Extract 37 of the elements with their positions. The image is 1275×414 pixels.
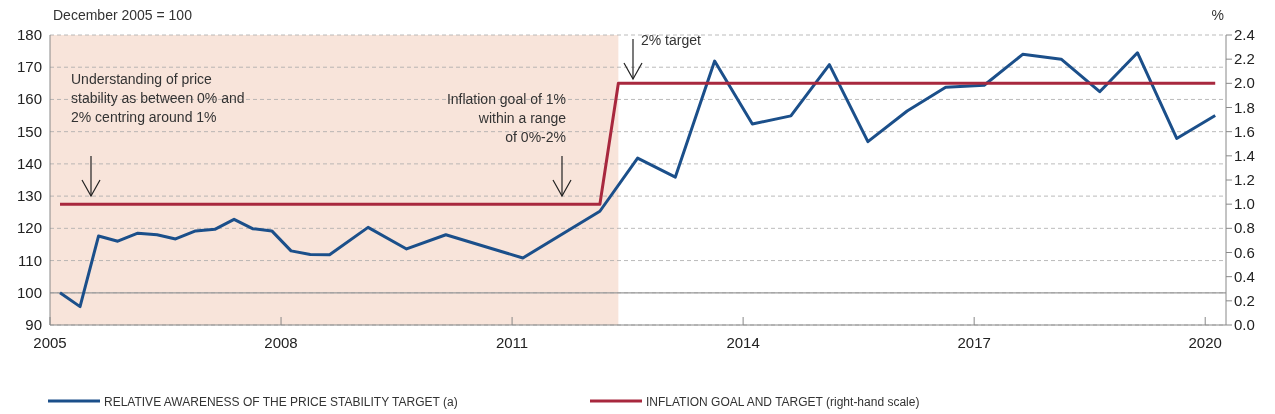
y2-tick-label: 0.0 xyxy=(1234,316,1255,333)
y-tick-label: 160 xyxy=(16,90,42,108)
y2-tick-label: 0.4 xyxy=(1234,267,1255,285)
annotation: 2% target xyxy=(641,32,702,48)
y2-axis-title: % xyxy=(1211,7,1224,23)
y2-tick-label: 0.6 xyxy=(1234,243,1255,261)
x-tick-label: 2005 xyxy=(33,334,67,351)
y2-tick-label: 1.4 xyxy=(1234,146,1255,164)
x-tick-label: 2020 xyxy=(1188,334,1222,351)
annotation: Inflation goal of 1% within a range of 0%-2% xyxy=(446,91,567,145)
y2-tick-label: 0.8 xyxy=(1234,219,1255,237)
y2-tick-label: 2.0 xyxy=(1234,74,1255,92)
y-tick-label: 110 xyxy=(18,251,42,269)
y-tick-label: 120 xyxy=(16,219,42,237)
y2-tick-label: 0.2 xyxy=(1234,291,1255,309)
legend-label: INFLATION GOAL AND TARGET (right-hand scale) xyxy=(646,395,920,409)
y-tick-label: 170 xyxy=(16,58,42,76)
line-series xyxy=(58,51,1217,309)
y-tick-label: 130 xyxy=(16,187,42,205)
y-tick-label: 100 xyxy=(16,283,42,301)
y-axis-title: December 2005 = 100 xyxy=(53,7,193,23)
y2-tick-label: 1.6 xyxy=(1234,122,1255,140)
y2-tick-label: 2.4 xyxy=(1234,26,1255,43)
y2-tick-label: 1.2 xyxy=(1234,171,1255,188)
y-tick-label: 90 xyxy=(25,316,42,333)
y-tick-label: 150 xyxy=(16,122,42,140)
legend-label: RELATIVE AWARENESS OF THE PRICE STABILITY TARGET (a) xyxy=(104,395,458,409)
y2-tick-label: 1.0 xyxy=(1234,195,1255,213)
y-tick-label: 140 xyxy=(16,154,42,172)
x-tick-label: 2017 xyxy=(957,334,991,351)
x-tick-label: 2008 xyxy=(264,334,298,351)
y2-tick-label: 2.2 xyxy=(1234,50,1255,68)
y2-tick-label: 1.8 xyxy=(1234,98,1255,116)
annotation: Understanding of price stability as between 0% and 2% centring around 1% xyxy=(71,71,245,125)
x-tick-label: 2014 xyxy=(726,334,760,351)
x-tick-label: 2011 xyxy=(495,334,529,351)
y-tick-label: 180 xyxy=(16,26,42,43)
